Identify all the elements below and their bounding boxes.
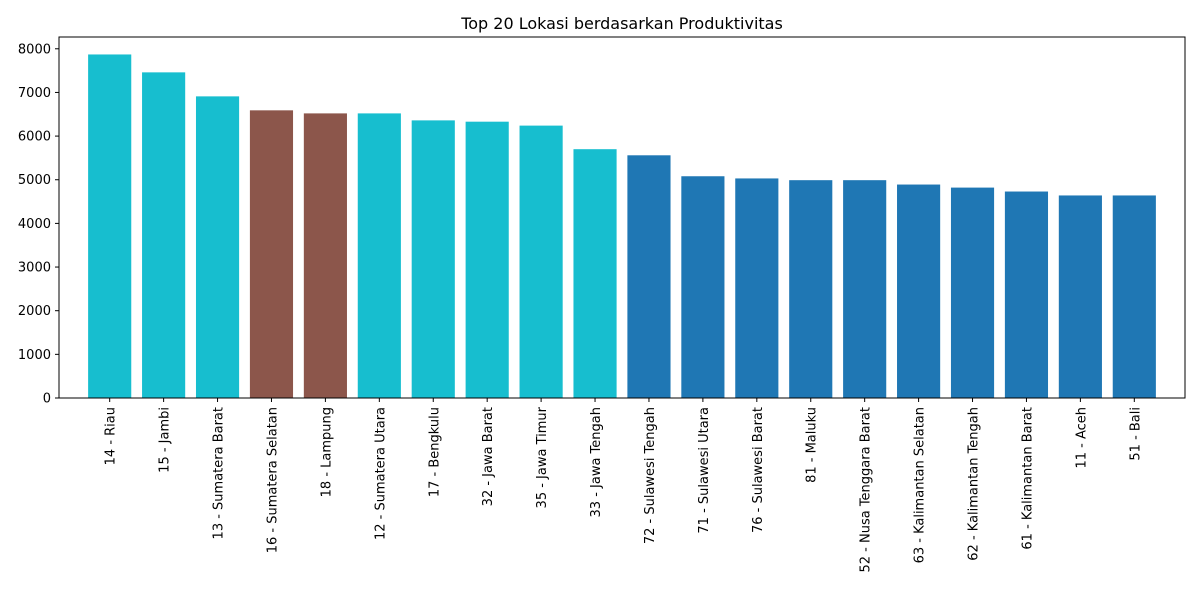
x-tick-label: 11 - Aceh bbox=[1074, 407, 1089, 469]
y-tick-label: 5000 bbox=[18, 173, 51, 188]
x-tick-label: 35 - Jawa Timur bbox=[535, 406, 550, 508]
x-tick-label: 12 - Sumatera Utara bbox=[373, 407, 388, 540]
y-tick-label: 3000 bbox=[18, 261, 51, 276]
bar bbox=[142, 72, 186, 399]
bar bbox=[357, 113, 401, 399]
x-tick-label: 13 - Sumatera Barat bbox=[212, 407, 227, 539]
bar bbox=[249, 110, 294, 398]
x-tick-label: 15 - Jambi bbox=[158, 407, 173, 473]
bar bbox=[195, 96, 240, 398]
x-tick-label: 72 - Sulawesi Tengah bbox=[643, 407, 658, 544]
bar bbox=[573, 149, 617, 398]
bar bbox=[897, 184, 941, 398]
x-tick-label: 51 - Bali bbox=[1128, 407, 1143, 461]
plot-frame bbox=[58, 36, 1186, 399]
y-tick-label: 6000 bbox=[18, 130, 51, 145]
x-tick-label: 62 - Kalimantan Tengah bbox=[967, 407, 982, 561]
bar bbox=[465, 121, 509, 399]
bar bbox=[681, 176, 725, 398]
bar bbox=[88, 54, 132, 399]
y-tick-label: 4000 bbox=[18, 217, 51, 232]
x-tick-label: 17 - Bengkulu bbox=[427, 407, 442, 497]
bar bbox=[735, 178, 779, 398]
y-tick-label: 7000 bbox=[18, 86, 51, 101]
bar bbox=[519, 125, 563, 398]
x-axis: 14 - Riau 15 - Jambi 13 - Sumatera Barat 16… bbox=[104, 398, 1143, 573]
x-tick-label: 33 - Jawa Tengah bbox=[589, 407, 604, 517]
bar bbox=[303, 113, 347, 399]
y-tick-label: 8000 bbox=[18, 42, 51, 57]
bar bbox=[789, 180, 833, 398]
bar bbox=[1004, 191, 1049, 398]
bar bbox=[1058, 195, 1102, 398]
x-tick-label: 18 - Lampung bbox=[319, 407, 334, 497]
x-tick-label: 71 - Sulawesi Utara bbox=[697, 407, 712, 534]
x-tick-label: 52 - Nusa Tenggara Barat bbox=[859, 407, 874, 573]
y-tick-label: 2000 bbox=[18, 304, 51, 319]
y-tick-label: 0 bbox=[43, 392, 51, 407]
bar bbox=[411, 120, 455, 398]
x-tick-label: 61 - Kalimantan Barat bbox=[1020, 407, 1035, 550]
x-tick-label: 14 - Riau bbox=[104, 407, 119, 465]
chart-title: Top 20 Lokasi berdasarkan Produktivitas bbox=[460, 14, 783, 33]
bar bbox=[950, 187, 995, 398]
bar bbox=[627, 155, 671, 398]
x-tick-label: 81 - Maluku bbox=[805, 407, 820, 483]
bars-group bbox=[88, 54, 1156, 399]
x-tick-label: 63 - Kalimantan Selatan bbox=[913, 407, 928, 563]
y-tick-label: 1000 bbox=[18, 348, 51, 363]
bar bbox=[843, 180, 887, 398]
x-tick-label: 32 - Jawa Barat bbox=[481, 407, 496, 506]
bar bbox=[1112, 195, 1156, 398]
y-axis: 0 1000 2000 3000 4000 5000 6000 7000 8000 bbox=[18, 42, 59, 407]
x-tick-label: 16 - Sumatera Selatan bbox=[265, 407, 280, 553]
x-tick-label: 76 - Sulawesi Barat bbox=[751, 407, 766, 533]
